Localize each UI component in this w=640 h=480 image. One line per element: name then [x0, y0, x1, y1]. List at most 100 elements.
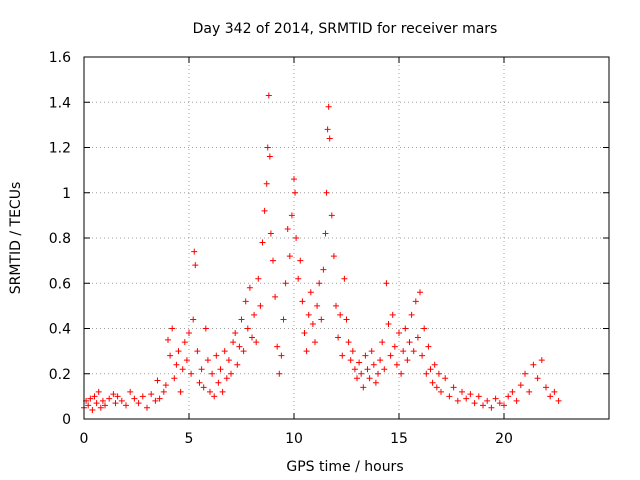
data-point [345, 339, 352, 346]
data-point [211, 393, 218, 400]
data-point [169, 325, 176, 332]
data-point [257, 302, 264, 309]
data-point [343, 316, 350, 323]
data-point [291, 176, 297, 183]
data-point [274, 343, 281, 350]
data-point [272, 293, 279, 300]
data-point [173, 361, 180, 368]
data-point [112, 400, 119, 407]
data-point [522, 370, 528, 377]
data-point [368, 348, 375, 355]
data-point [131, 395, 138, 402]
data-point [87, 395, 94, 402]
data-point [303, 348, 310, 355]
data-point [526, 388, 533, 395]
data-point [492, 395, 499, 402]
data-point [299, 298, 306, 305]
chart-title: Day 342 of 2014, SRMTID for receiver mar… [193, 21, 498, 37]
data-point [156, 395, 163, 402]
data-point [318, 316, 325, 323]
data-point [530, 361, 537, 368]
data-point [223, 375, 230, 382]
data-point [347, 357, 354, 364]
data-point [97, 404, 104, 411]
data-point [513, 397, 520, 404]
data-point [389, 311, 396, 318]
data-point [263, 180, 270, 187]
data-point [337, 311, 344, 318]
data-point [297, 257, 304, 264]
data-point [412, 298, 419, 305]
data-point [135, 400, 142, 407]
data-point [192, 262, 199, 269]
data-point [417, 289, 423, 296]
data-point [323, 189, 330, 196]
data-point [171, 375, 178, 382]
data-point [85, 402, 92, 409]
data-point [221, 348, 228, 355]
data-point [118, 397, 125, 404]
y-tick-label: 0.8 [49, 231, 71, 247]
tick-marks [83, 56, 609, 420]
data-point [154, 377, 161, 384]
data-point [183, 357, 190, 364]
data-point [351, 366, 358, 373]
data-point [341, 275, 348, 282]
data-point [152, 397, 159, 404]
data-point [408, 311, 415, 318]
data-point [204, 357, 211, 364]
data-point [265, 92, 272, 99]
data-point [446, 393, 453, 400]
data-point [509, 388, 516, 395]
data-point [186, 330, 192, 337]
data-point [484, 397, 491, 404]
data-point [410, 348, 417, 355]
data-point [236, 343, 243, 350]
data-point [505, 393, 512, 400]
x-tick-label: 5 [185, 431, 194, 447]
data-point [259, 239, 266, 246]
data-point [450, 384, 457, 391]
data-point [207, 388, 213, 395]
data-point [431, 361, 438, 368]
data-point [480, 402, 486, 409]
data-point [188, 370, 195, 377]
data-point [202, 325, 209, 332]
data-point [267, 230, 274, 237]
data-point [309, 320, 316, 327]
data-point [238, 316, 245, 323]
data-point [381, 366, 388, 373]
data-point [391, 343, 398, 350]
data-point [288, 212, 295, 219]
y-axis-title: SRMTID / TECUs [8, 182, 24, 295]
data-point [89, 406, 96, 413]
data-point [438, 388, 444, 395]
data-point [312, 339, 318, 346]
data-point [213, 352, 220, 359]
data-point [402, 325, 409, 332]
data-point [398, 370, 405, 377]
data-point [349, 348, 356, 355]
data-point [215, 379, 222, 386]
x-tick-label: 20 [495, 431, 513, 447]
data-point [276, 370, 283, 377]
y-tick-labels: 0 0.2 0.4 0.6 0.8 1 1.2 1.4 1.6 [49, 50, 71, 428]
data-point [488, 404, 495, 411]
data-point [375, 370, 381, 377]
data-point [177, 388, 184, 395]
data-point [127, 388, 134, 395]
data-point [421, 325, 428, 332]
data-point [354, 375, 360, 382]
data-point [160, 388, 167, 395]
data-point [162, 382, 169, 389]
data-point [102, 402, 108, 409]
data-point [414, 334, 421, 341]
data-point [326, 135, 333, 142]
data-point [328, 212, 335, 219]
data-point [198, 366, 205, 373]
data-point [333, 302, 339, 309]
data-point [292, 189, 299, 196]
data-point [240, 348, 247, 355]
data-point [322, 230, 329, 237]
